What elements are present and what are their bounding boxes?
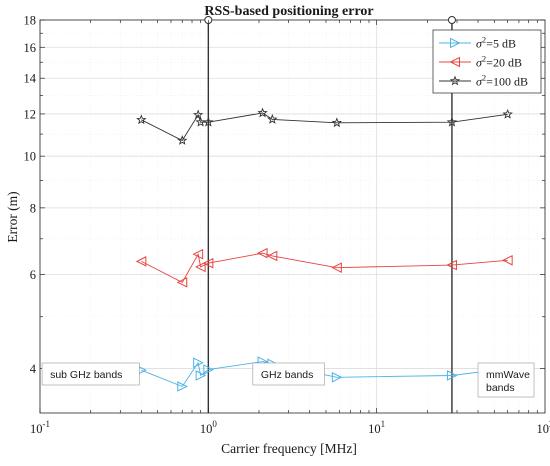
y-tick-label: 4 — [30, 362, 37, 376]
y-tick-label: 8 — [30, 201, 36, 215]
band-label-text: sub GHz bands — [50, 369, 122, 381]
y-tick-label: 6 — [30, 268, 36, 282]
band-label-text: GHz bands — [261, 369, 314, 381]
y-tick-label: 12 — [24, 107, 37, 121]
band-label: GHz bands — [253, 363, 325, 385]
band-label-text: bands — [486, 382, 515, 394]
band-label: sub GHz bands — [42, 363, 139, 385]
y-tick-label: 18 — [24, 14, 37, 28]
chart-title: RSS-based positioning error — [204, 4, 373, 19]
x-tick-label: 102 — [537, 419, 550, 436]
y-tick-label: 16 — [24, 41, 37, 55]
y-tick-label: 10 — [24, 150, 37, 164]
band-label-text: mmWave — [486, 369, 530, 381]
y-tick-label: 14 — [24, 72, 37, 86]
band-separator-marker — [448, 17, 455, 24]
x-axis-label: Carrier frequency [MHz] — [221, 441, 357, 456]
y-axis-label: Error (m) — [5, 191, 20, 242]
